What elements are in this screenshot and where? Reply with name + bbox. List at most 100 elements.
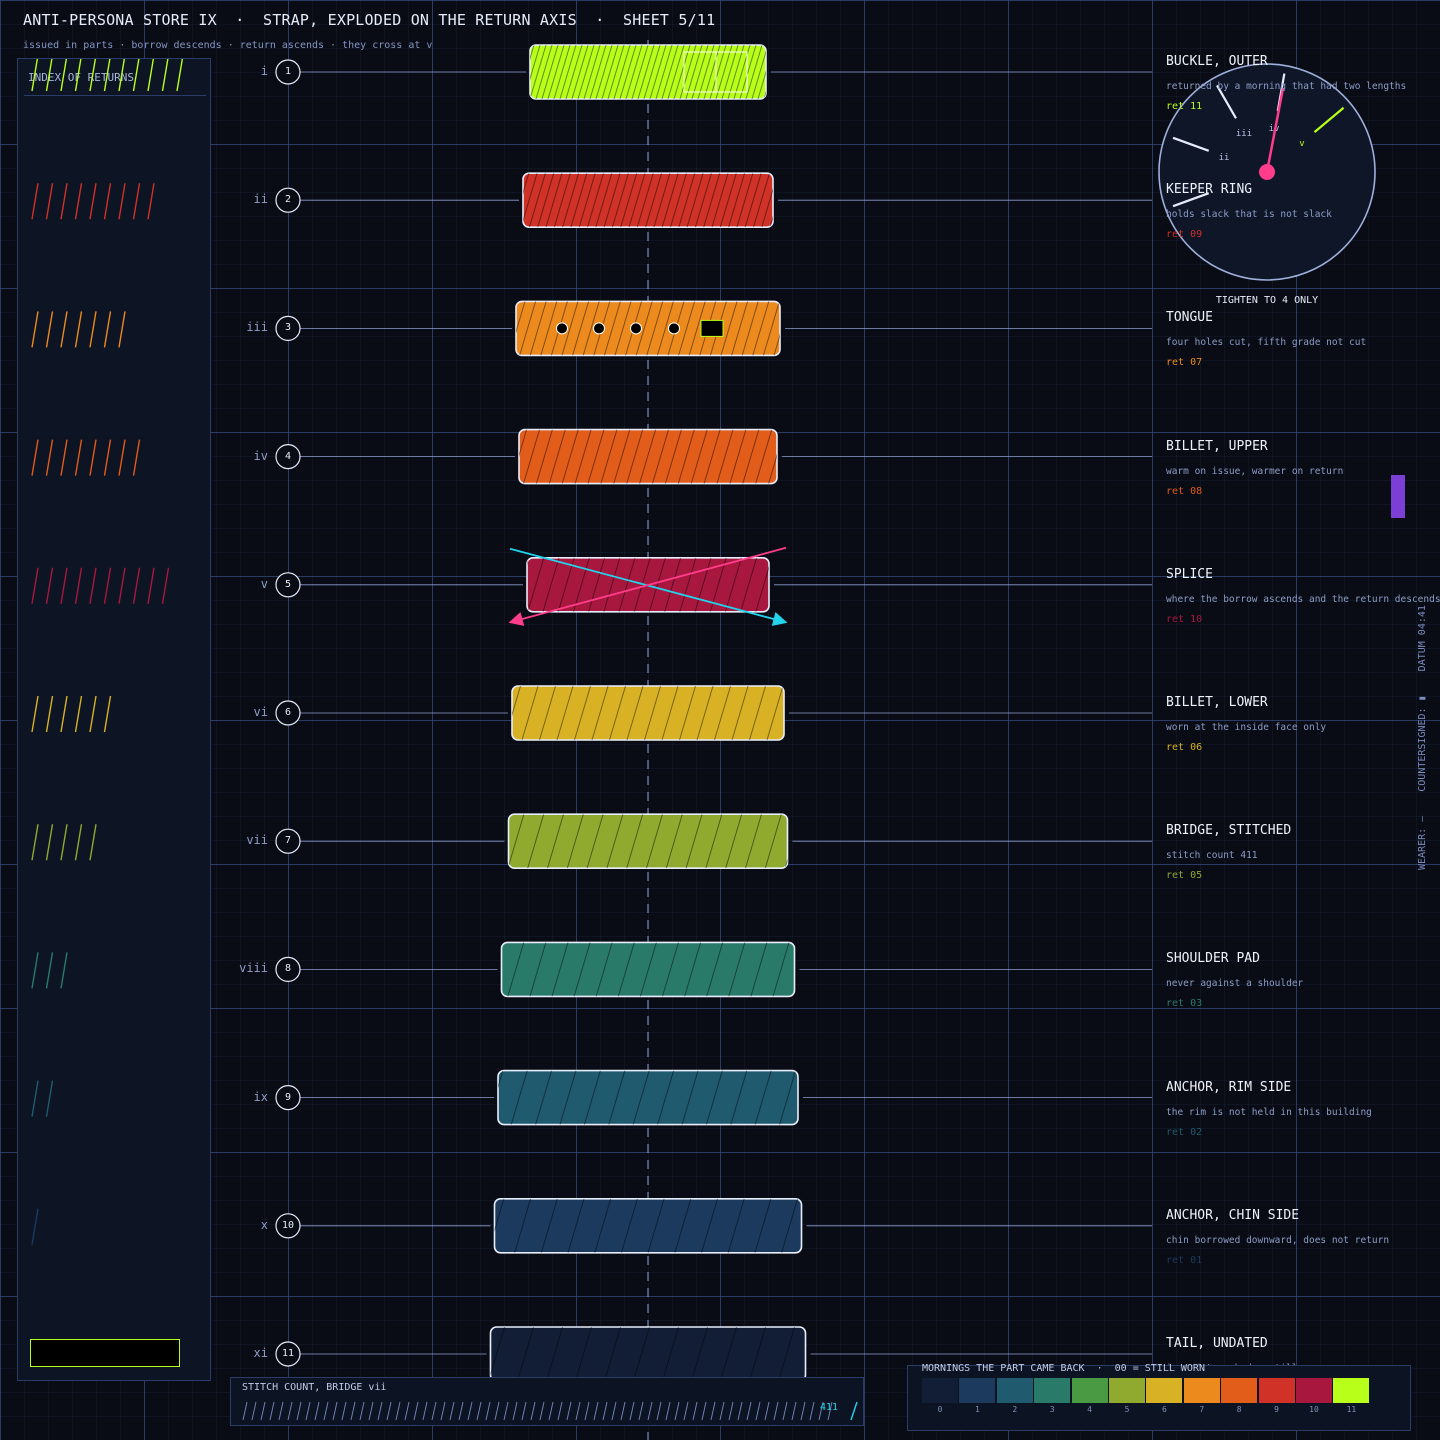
stitch-mark	[368, 1401, 374, 1421]
strap-part-10	[493, 1198, 803, 1254]
tally-mark	[118, 311, 126, 348]
part-return-count: ret 11	[1166, 101, 1203, 112]
part-number-circle	[275, 1084, 301, 1111]
stitch-mark	[755, 1401, 761, 1421]
tally-mark	[103, 439, 112, 476]
part-name: SPLICE	[1166, 566, 1213, 582]
stitch-mark	[827, 1401, 833, 1421]
stitch-mark	[341, 1401, 347, 1421]
part-number: 3	[284, 322, 292, 334]
tally-mark	[118, 183, 126, 220]
buckle-frame	[715, 51, 748, 93]
index-rule	[24, 95, 206, 96]
tally-mark	[147, 183, 155, 220]
part-roman-numeral: v	[260, 576, 268, 591]
stitch-mark	[350, 1401, 356, 1421]
tally-mark	[74, 695, 83, 733]
stitch-mark	[503, 1401, 509, 1421]
legend-cell	[922, 1378, 958, 1403]
tally-mark	[45, 183, 54, 220]
tongue-hole	[668, 322, 680, 335]
tally-mark	[161, 59, 169, 92]
tally-mark	[132, 183, 141, 220]
stitch-mark	[494, 1401, 500, 1421]
strap-part-6	[511, 685, 785, 741]
gauge-tick	[1172, 136, 1210, 152]
stitch-mark-current	[850, 1401, 858, 1421]
stitch-mark	[305, 1401, 311, 1421]
page-title: ANTI-PERSONA STORE IX · STRAP, EXPLODED …	[23, 11, 716, 29]
strap-part-11	[489, 1326, 807, 1382]
tongue-hole	[556, 322, 568, 335]
part-roman-numeral: xi	[253, 1346, 268, 1360]
tally-mark	[89, 183, 97, 220]
part-number-circle	[275, 59, 301, 85]
part-return-count: ret 03	[1166, 998, 1203, 1010]
part-number-circle	[275, 828, 301, 854]
stitch-mark	[764, 1401, 770, 1421]
part-number: 10	[281, 1219, 295, 1231]
tongue-hole	[630, 322, 642, 335]
part-number: 7	[284, 835, 292, 847]
part-return-count: ret 06	[1166, 742, 1203, 753]
strap-part-2	[522, 172, 774, 228]
stitch-mark	[485, 1401, 491, 1421]
stitch-mark	[548, 1401, 554, 1421]
part-name: ANCHOR, RIM SIDE	[1166, 1079, 1292, 1095]
part-roman-numeral: vi	[253, 705, 268, 719]
stitch-mark	[818, 1401, 824, 1421]
part-number: 2	[284, 194, 292, 206]
legend-cell	[1109, 1378, 1145, 1403]
stitch-count-value: 411	[820, 1402, 839, 1413]
stitch-mark	[332, 1401, 338, 1421]
part-number-circle	[275, 1341, 301, 1367]
stitch-mark	[575, 1401, 581, 1421]
part-note: four holes cut, fifth grade not cut	[1166, 337, 1367, 349]
part-note: worn at the inside face only	[1166, 722, 1327, 733]
tally-mark	[103, 311, 112, 348]
signature-block: WEARER: — COUNTERSIGNED: ▮ DATUM 04:41	[1394, 570, 1434, 870]
tally-mark	[176, 59, 184, 92]
index-panel: INDEX OF RETURNS	[17, 58, 211, 1381]
index-swatch	[30, 1339, 180, 1367]
stitch-mark	[404, 1401, 410, 1421]
part-name: ANCHOR, CHIN SIDE	[1166, 1207, 1300, 1223]
return-arrow	[508, 546, 787, 626]
legend-cell-number: 0	[937, 1405, 943, 1414]
tally-mark	[31, 183, 39, 220]
tally-mark	[161, 567, 170, 604]
part-number: 6	[284, 707, 292, 718]
tally-mark	[89, 824, 97, 861]
legend-cell-number: 10	[1309, 1405, 1319, 1414]
part-name: SHOULDER PAD	[1166, 951, 1260, 967]
tally-mark	[45, 1080, 54, 1117]
part-roman-numeral: viii	[239, 961, 268, 976]
legend-cell-number: 8	[1236, 1405, 1242, 1414]
part-name: BRIDGE, STITCHED	[1166, 823, 1292, 839]
stitch-mark	[584, 1401, 590, 1421]
tally-mark	[89, 567, 97, 604]
stitch-mark	[314, 1401, 320, 1421]
tally-mark	[74, 183, 83, 220]
tally-mark	[118, 439, 126, 476]
stitch-mark	[530, 1401, 536, 1421]
stitch-mark	[377, 1401, 383, 1421]
part-number-circle	[275, 315, 301, 341]
gauge-tick	[1216, 84, 1237, 119]
tally-mark	[45, 824, 54, 861]
stitch-mark	[737, 1401, 743, 1421]
stitch-mark	[323, 1401, 329, 1421]
stitch-mark	[593, 1401, 599, 1421]
legend-cell-number: 3	[1049, 1405, 1055, 1414]
tally-mark	[45, 311, 54, 348]
part-number: 5	[284, 578, 292, 590]
part-number: 9	[284, 1091, 292, 1103]
stitch-mark	[359, 1401, 365, 1421]
tally-mark	[89, 311, 97, 348]
tally-mark	[60, 311, 68, 348]
tally-mark	[118, 567, 126, 604]
tally-mark	[74, 824, 83, 861]
tally-mark	[31, 567, 39, 604]
tally-mark	[89, 695, 97, 733]
strap-part-4	[518, 428, 778, 485]
